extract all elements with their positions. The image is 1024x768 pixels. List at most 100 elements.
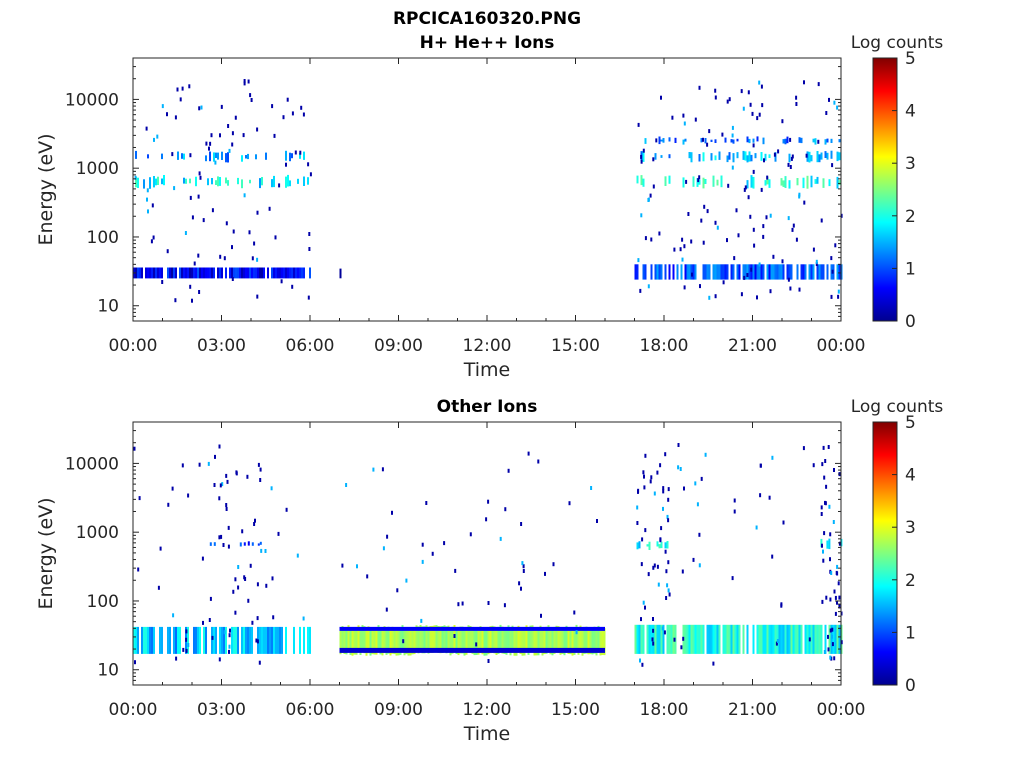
data-pixel [234, 577, 237, 582]
data-column [257, 267, 259, 279]
data-pixel [291, 284, 294, 289]
data-pixel [644, 605, 646, 610]
data-pixel [309, 172, 312, 177]
data-column [269, 626, 271, 654]
data-column [359, 628, 362, 655]
data-pixel [677, 443, 680, 447]
data-column [668, 264, 671, 280]
colorbar-tick-label: 0 [905, 312, 916, 332]
data-column [778, 624, 781, 654]
data-column [784, 176, 787, 188]
data-pixel [133, 446, 136, 451]
data-column [698, 624, 701, 654]
data-column [593, 626, 596, 654]
data-pixel [714, 294, 717, 299]
data-column [273, 175, 275, 188]
data-column [535, 628, 538, 656]
data-pixel [259, 467, 262, 472]
data-pixel [264, 549, 267, 553]
data-pixel [758, 112, 761, 117]
data-pixel [485, 517, 488, 522]
data-pixel [651, 637, 654, 642]
data-pixel [692, 557, 695, 562]
data-pixel [652, 565, 655, 570]
data-region-4 [339, 268, 342, 279]
data-pixel [744, 185, 747, 190]
data-column [259, 541, 262, 545]
data-column [247, 541, 250, 546]
data-pixel [246, 474, 249, 479]
data-pixel [836, 600, 838, 605]
data-column [427, 626, 430, 654]
data-pixel [640, 154, 643, 159]
data-pixel [157, 585, 160, 590]
data-column [712, 264, 715, 280]
x-tick-label: 21:00 [728, 336, 777, 356]
colorbar-tick-label: 4 [905, 102, 916, 122]
data-column [768, 264, 771, 280]
data-column [668, 175, 671, 184]
data-column [698, 154, 701, 162]
data-column [812, 264, 815, 280]
data-column [720, 264, 723, 280]
data-column [377, 625, 380, 653]
data-pixel [171, 152, 174, 157]
data-pixel [685, 179, 688, 184]
data-column [800, 264, 803, 280]
data-column [353, 627, 356, 655]
data-pixel [829, 628, 832, 633]
data-column [702, 152, 705, 162]
data-pixel [656, 470, 659, 475]
data-column [213, 152, 215, 162]
data-column [692, 176, 695, 187]
data-pixel [769, 213, 772, 218]
data-pixel [836, 105, 839, 110]
data-pixel [225, 473, 228, 478]
data-region-7 [640, 150, 841, 163]
data-column [175, 267, 177, 279]
data-column [221, 151, 223, 160]
data-column [357, 625, 360, 653]
y-axis-label: Energy (eV) [35, 497, 57, 609]
data-pixel [391, 510, 393, 515]
data-column [249, 267, 251, 279]
data-column [405, 627, 408, 655]
data-column [251, 542, 254, 546]
data-column [243, 542, 246, 546]
data-column [307, 626, 309, 654]
data-pixel [790, 156, 793, 161]
data-column [189, 267, 191, 279]
data-column [185, 178, 187, 184]
data-pixel [825, 595, 828, 600]
data-column [766, 176, 769, 185]
data-column [537, 628, 540, 656]
data-column [239, 267, 241, 279]
data-pixel [294, 150, 297, 155]
data-column [658, 624, 661, 654]
data-column [644, 138, 647, 144]
y-tick-label: 1000 [76, 523, 119, 543]
data-column [349, 627, 352, 655]
data-column [219, 267, 221, 279]
data-pixel [653, 491, 656, 496]
data-pixel [544, 571, 546, 576]
data-column [149, 177, 151, 189]
data-pixel [677, 465, 680, 470]
data-pixel [201, 556, 204, 561]
data-column [253, 267, 255, 279]
data-column [654, 153, 657, 160]
data-column [407, 628, 410, 656]
data-pixel [795, 237, 798, 242]
data-column [718, 151, 721, 160]
data-column [589, 627, 592, 655]
data-column [187, 267, 189, 279]
data-column [145, 626, 147, 654]
data-pixel [667, 497, 670, 502]
data-column [367, 626, 370, 654]
data-column [736, 264, 739, 280]
data-column [289, 180, 291, 187]
data-column [245, 626, 247, 654]
data-pixel [540, 613, 542, 618]
data-column [688, 264, 691, 280]
data-pixel [220, 534, 223, 539]
